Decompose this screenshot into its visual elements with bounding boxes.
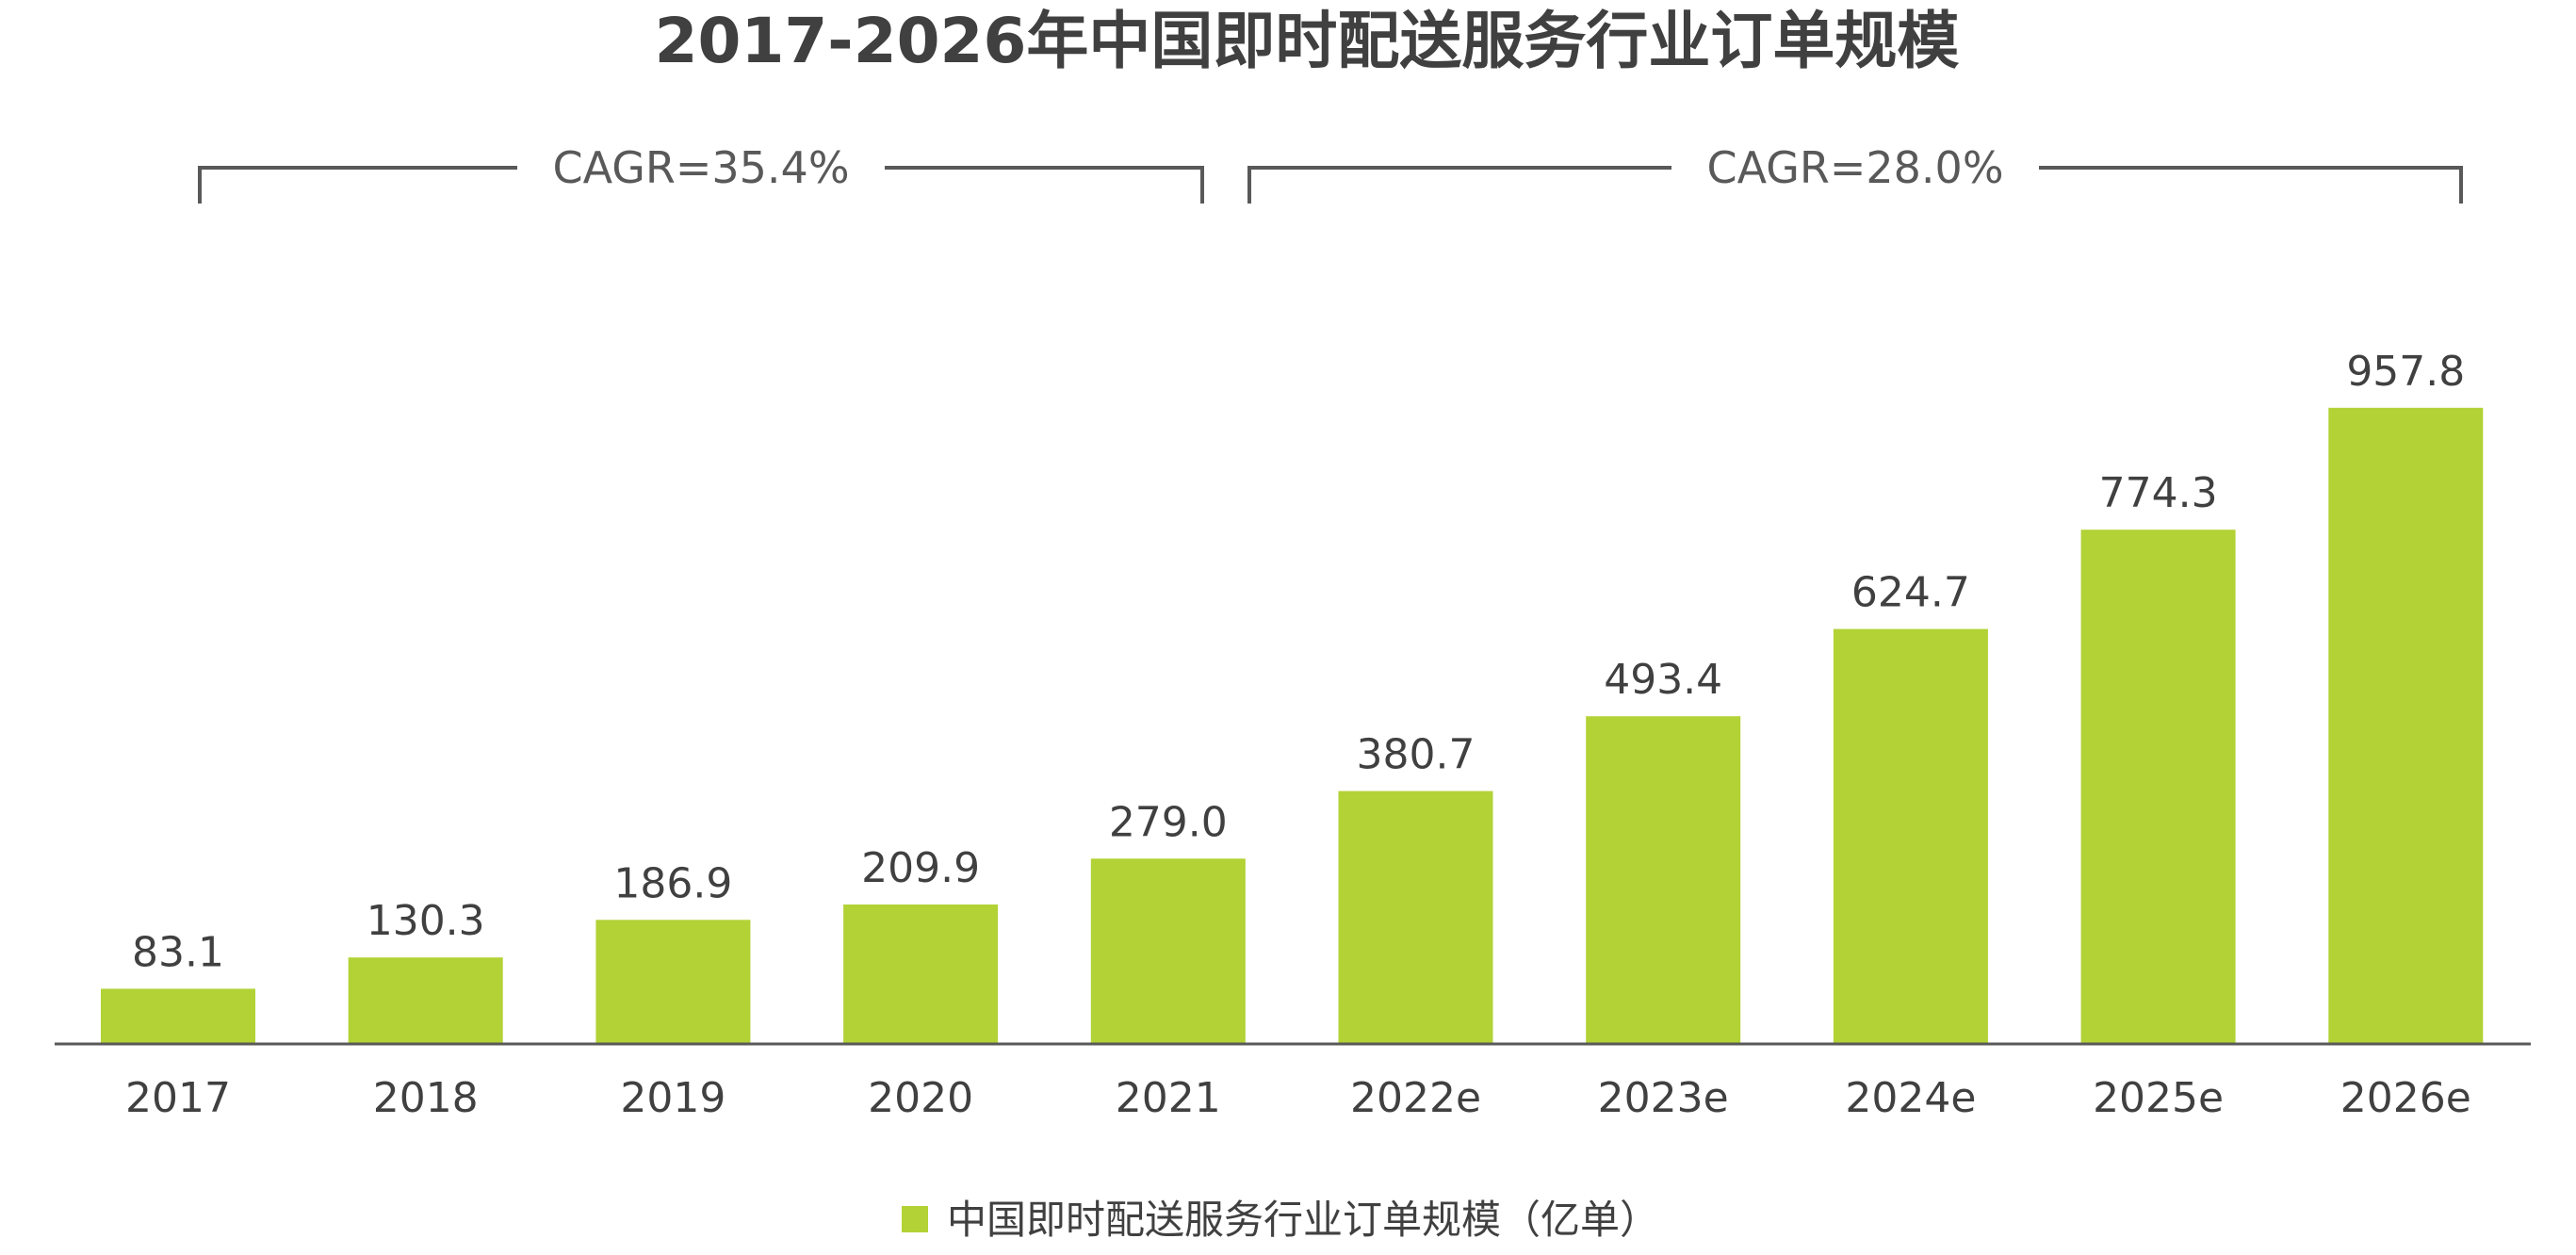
chart-title: 2017-2026年中国即时配送服务行业订单规模 [655, 5, 1960, 77]
x-tick-label-2020: 2020 [868, 1074, 973, 1122]
value-label-2018: 130.3 [367, 897, 485, 945]
value-label-2021: 279.0 [1109, 798, 1228, 846]
x-tick-label-2025e: 2025e [2093, 1074, 2224, 1122]
x-tick-label-2019: 2019 [620, 1074, 726, 1122]
value-label-2020: 209.9 [861, 844, 980, 892]
value-label-2026e: 957.8 [2346, 348, 2465, 396]
cagr-label-1: CAGR=35.4% [552, 142, 849, 193]
legend-swatch [902, 1206, 928, 1232]
value-label-2022e: 380.7 [1357, 731, 1475, 779]
bar-2025e [2080, 530, 2236, 1044]
x-tick-label-2023e: 2023e [1598, 1074, 1729, 1122]
x-tick-label-2017: 2017 [125, 1074, 231, 1122]
value-label-2017: 83.1 [132, 928, 224, 976]
value-label-2024e: 624.7 [1851, 569, 1970, 617]
bar-2022e [1338, 790, 1493, 1044]
bar-2021 [1090, 858, 1246, 1044]
bracket-left-segment [198, 166, 517, 204]
x-tick-label-2021: 2021 [1116, 1074, 1221, 1122]
x-tick-label-2026e: 2026e [2340, 1074, 2471, 1122]
bar-2024e [1833, 628, 1988, 1044]
bar-2020 [843, 905, 999, 1044]
legend-label: 中国即时配送服务行业订单规模（亿单） [947, 1197, 1659, 1243]
cagr-bracket-1: CAGR=35.4% [198, 142, 1204, 204]
value-labels: 83.1 130.3 186.9 209.9 279.0 380.7 493.4 624.7 7… [132, 348, 2465, 977]
bar-2026e [2328, 407, 2484, 1044]
bar-2023e [1586, 716, 1741, 1044]
bracket-right-segment [885, 166, 1204, 204]
x-tick-label-2024e: 2024e [1845, 1074, 1976, 1122]
bar-2018 [348, 957, 503, 1044]
value-label-2023e: 493.4 [1604, 656, 1722, 704]
x-tick-label-2018: 2018 [373, 1074, 479, 1122]
bracket-left-segment [1247, 166, 1671, 204]
bar-2019 [595, 920, 751, 1044]
x-tick-labels: 2017 2018 2019 2020 2021 2022e 2023e 2024e 2025e… [125, 1074, 2471, 1122]
cagr-bracket-2: CAGR=28.0% [1247, 142, 2463, 204]
cagr-label-2: CAGR=28.0% [1706, 142, 2003, 193]
value-label-2019: 186.9 [613, 859, 732, 907]
bar-2017 [101, 988, 255, 1044]
bars [101, 407, 2484, 1044]
x-tick-label-2022e: 2022e [1350, 1074, 1481, 1122]
cagr-annotations: CAGR=35.4% CAGR=28.0% [198, 142, 2463, 204]
legend: 中国即时配送服务行业订单规模（亿单） [902, 1197, 1659, 1243]
value-label-2025e: 774.3 [2099, 469, 2218, 517]
bracket-right-segment [2039, 166, 2463, 204]
